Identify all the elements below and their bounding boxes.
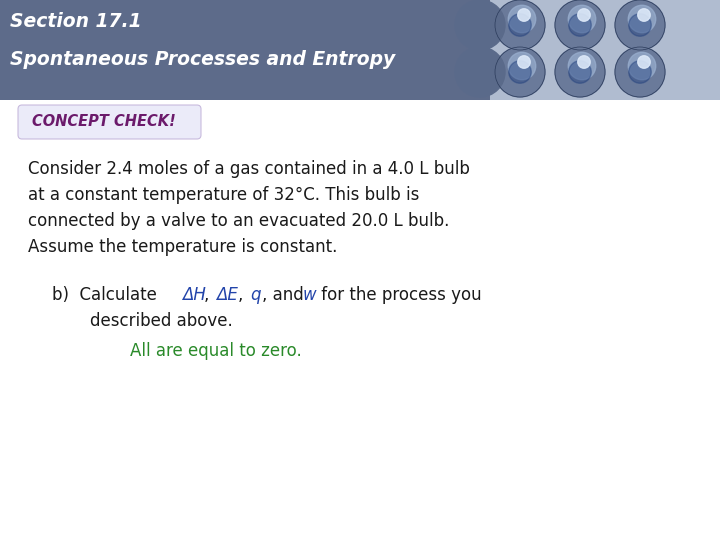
Circle shape <box>629 14 652 36</box>
Text: All are equal to zero.: All are equal to zero. <box>130 342 302 360</box>
Circle shape <box>569 14 591 36</box>
FancyBboxPatch shape <box>18 105 201 139</box>
Circle shape <box>455 47 505 97</box>
Bar <box>490 0 720 100</box>
Text: connected by a valve to an evacuated 20.0 L bulb.: connected by a valve to an evacuated 20.… <box>28 212 449 230</box>
Text: at a constant temperature of 32°C. This bulb is: at a constant temperature of 32°C. This … <box>28 186 419 204</box>
Circle shape <box>509 14 531 36</box>
Text: b)  Calculate: b) Calculate <box>52 286 162 304</box>
Text: ,: , <box>238 286 248 304</box>
Text: Section 17.1: Section 17.1 <box>10 12 142 31</box>
Circle shape <box>638 56 650 68</box>
Circle shape <box>508 52 536 80</box>
Circle shape <box>495 0 545 50</box>
Text: for the process you: for the process you <box>316 286 482 304</box>
Text: Spontaneous Processes and Entropy: Spontaneous Processes and Entropy <box>10 50 395 69</box>
Circle shape <box>509 60 531 83</box>
Circle shape <box>555 47 605 97</box>
Text: ΔE: ΔE <box>216 286 238 304</box>
Circle shape <box>638 9 650 21</box>
Circle shape <box>455 0 505 50</box>
Bar <box>0 0 720 100</box>
Text: Consider 2.4 moles of a gas contained in a 4.0 L bulb: Consider 2.4 moles of a gas contained in… <box>28 160 470 178</box>
Circle shape <box>569 60 591 83</box>
Text: ΔH: ΔH <box>182 286 206 304</box>
Text: , and: , and <box>262 286 309 304</box>
Text: CONCEPT CHECK!: CONCEPT CHECK! <box>32 114 176 130</box>
Circle shape <box>518 56 530 68</box>
Circle shape <box>629 60 652 83</box>
Text: q: q <box>250 286 261 304</box>
Circle shape <box>555 0 605 50</box>
Text: Assume the temperature is constant.: Assume the temperature is constant. <box>28 238 338 256</box>
Circle shape <box>629 5 656 33</box>
Circle shape <box>495 47 545 97</box>
Circle shape <box>508 5 536 33</box>
Circle shape <box>577 56 590 68</box>
Bar <box>0 100 720 540</box>
Text: described above.: described above. <box>90 312 233 330</box>
Text: ,: , <box>204 286 215 304</box>
Circle shape <box>615 0 665 50</box>
Text: w: w <box>303 286 317 304</box>
Circle shape <box>568 5 595 33</box>
Circle shape <box>629 52 656 80</box>
Circle shape <box>577 9 590 21</box>
Circle shape <box>518 9 530 21</box>
Circle shape <box>615 47 665 97</box>
Circle shape <box>568 52 595 80</box>
